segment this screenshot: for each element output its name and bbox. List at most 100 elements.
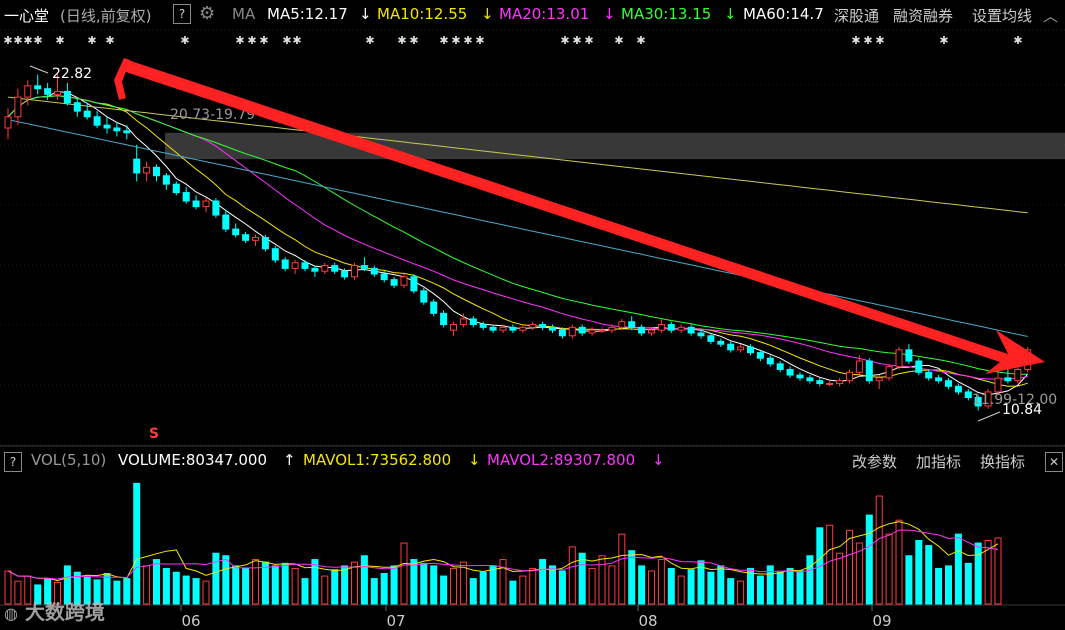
volume-bar [430, 565, 438, 605]
candle-body [648, 329, 655, 334]
candle-body [380, 273, 388, 281]
ma-settings-button[interactable]: 设置均线 [972, 7, 1033, 25]
candle-body [469, 318, 477, 326]
candle-body [539, 324, 547, 328]
low-pointer [977, 411, 1001, 422]
volume-bar [321, 575, 329, 605]
volume-bar [450, 567, 457, 605]
candle-body [915, 360, 923, 373]
candle-body [400, 276, 408, 286]
volume-bar [796, 570, 804, 605]
close-icon[interactable]: ✕ [1045, 452, 1063, 472]
volume-bar [261, 561, 269, 605]
candle-body [222, 214, 230, 230]
candle-body [786, 368, 794, 376]
event-marker-icon: ✱ [105, 34, 114, 47]
event-marker-icon: ✱ [292, 34, 301, 47]
chart-annotations: ✱ ✱ ✱ ✱ ✱ ✱ ✱ ✱ ✱ ✱ ✱ ✱ ✱ ✱ ✱ ✱ ✱ ✱ ✱ ✱ ✱ ✱ ✱ ✱ ✱ ✱ ✱ ✱ ✱ ✱22.8220.73… [3, 34, 1057, 442]
chart-grid [0, 29, 1065, 606]
volume-bar [539, 559, 547, 605]
high-price-label: 22.82 [52, 66, 92, 82]
candle-body [182, 192, 190, 202]
candle-body [489, 326, 497, 331]
chart-period[interactable]: (日线,前复权) [60, 7, 152, 25]
candle-body [657, 324, 665, 331]
volume-bar [677, 575, 685, 605]
volume-bar [747, 567, 754, 605]
gear-icon[interactable]: ⚙ [199, 3, 216, 24]
candle-body [558, 329, 566, 337]
volume-bar [212, 552, 220, 605]
volume-bar [469, 578, 477, 605]
volume-bar [776, 571, 784, 605]
margin-trading-button[interactable]: 融资融券 [893, 7, 954, 25]
volume-indicator-name[interactable]: VOL(5,10) [31, 451, 107, 469]
candle-body [440, 312, 448, 326]
volume-bar [440, 575, 448, 605]
volume-bar [786, 567, 794, 605]
x-axis: 06 07 08 09 [180, 605, 892, 630]
mavol2-value: MAVOL2:89307.800 [487, 451, 636, 469]
volume-bar [291, 567, 299, 605]
volume-bar [875, 495, 883, 605]
candle-body [83, 110, 91, 118]
candle-body [430, 301, 438, 314]
stock-name[interactable]: 一心堂 [4, 7, 50, 25]
candle-body [707, 335, 715, 342]
event-marker-icon: ✱ [55, 34, 64, 47]
event-marker-icon: ✱ [439, 34, 448, 47]
candle-body [370, 267, 378, 275]
change-params-button[interactable]: 改参数 [852, 453, 898, 471]
candle-body [519, 326, 527, 331]
candle-body [301, 262, 309, 269]
volume-bar [370, 578, 378, 605]
candle-body [24, 85, 32, 98]
volume-bar [954, 533, 962, 605]
event-marker-icon: ✱ [863, 34, 872, 47]
switch-indicator-button[interactable]: 换指标 [980, 453, 1026, 471]
volume-bar [202, 580, 210, 605]
ma-longer-line [7, 119, 1028, 337]
candle-body [588, 329, 596, 334]
ma30-arrow-icon: ↓ [724, 5, 737, 23]
volume-bar [93, 579, 101, 605]
candle-body [925, 371, 933, 379]
volume-bar [984, 540, 992, 605]
candle-body [232, 228, 240, 236]
volume-bar [410, 559, 418, 605]
event-marker-icon: ✱ [636, 34, 645, 47]
volume-help-button[interactable]: ? [4, 452, 22, 472]
candle-body [172, 183, 180, 194]
mavol1-value: MAVOL1:73562.800 [303, 451, 452, 469]
candle-body [727, 343, 735, 351]
help-button[interactable]: ? [173, 4, 191, 24]
low-price-label: 10.84 [1002, 402, 1042, 418]
volume-bar [568, 546, 576, 605]
volume-bar [509, 580, 517, 605]
volume-bar [73, 571, 81, 605]
shenguotong-button[interactable]: 深股通 [832, 5, 880, 26]
candle-body [281, 259, 289, 269]
candle-body [935, 377, 943, 382]
candle-body [945, 380, 952, 387]
gap-range-label: 20.73-19.79 [170, 107, 255, 123]
moving-average-lines [7, 90, 1029, 396]
candle-body [311, 267, 319, 272]
volume-bar [341, 565, 349, 605]
candle-body [271, 248, 279, 261]
ma10-value: MA10:12.55 [377, 5, 468, 23]
mavol2-arrow-icon: ↓ [652, 451, 665, 469]
volume-bar [420, 562, 428, 605]
candle-body [984, 391, 992, 407]
volume-bar [717, 565, 725, 605]
event-marker-icon: ✱ [87, 34, 96, 47]
volume-bar [153, 559, 160, 605]
ma-long-line [7, 96, 1028, 214]
volume-bar [865, 514, 873, 605]
add-indicator-button[interactable]: 加指标 [916, 453, 962, 471]
collapse-chevron-icon[interactable]: ︿ [1043, 7, 1059, 25]
candle-body [549, 326, 556, 331]
candle-body [499, 326, 507, 331]
candle-body [202, 200, 210, 208]
